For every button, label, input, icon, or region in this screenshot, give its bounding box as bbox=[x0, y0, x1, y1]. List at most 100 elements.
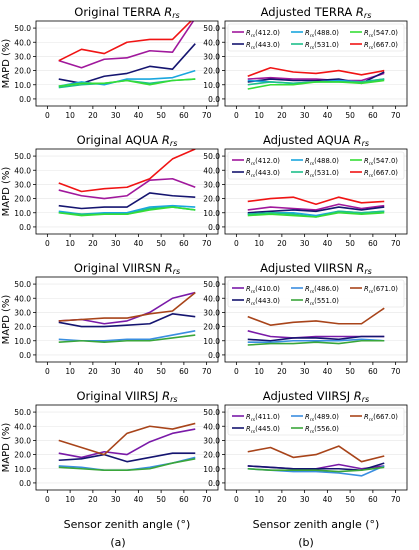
legend: Rrs(412.0) Rrs(488.0) Rrs(547.0) Rrs(443.0)… bbox=[227, 151, 405, 180]
legend-entry: Rrs(531.0) bbox=[305, 169, 339, 179]
x-tick-label: 40 bbox=[323, 367, 333, 376]
x-tick-label: 10 bbox=[65, 111, 75, 120]
x-tick-label: 50 bbox=[345, 495, 355, 504]
x-tick-label: 50 bbox=[156, 495, 166, 504]
x-tick-label: 70 bbox=[202, 367, 212, 376]
x-tick-label: 20 bbox=[88, 111, 98, 120]
x-tick-label: 70 bbox=[202, 111, 212, 120]
x-tick-label: 70 bbox=[391, 495, 401, 504]
series-group bbox=[247, 445, 385, 477]
y-tick-label: 40.0 bbox=[203, 166, 220, 175]
x-tick-label: 20 bbox=[277, 111, 287, 120]
legend-entry: Rrs(445.0) bbox=[246, 425, 280, 435]
x-axis-label-col-2: Sensor zenith angle (°) bbox=[253, 518, 380, 531]
chart-adj-terra: Adjusted TERRA Rrs 0.0 10.0 20.0 30.0 40.0 50.… bbox=[203, 5, 408, 120]
y-tick-label: 50.0 bbox=[203, 280, 220, 289]
series-line bbox=[247, 211, 385, 218]
series-line bbox=[58, 149, 196, 193]
series-line bbox=[247, 466, 385, 473]
x-tick-label: 10 bbox=[65, 367, 75, 376]
y-tick-label: 0.0 bbox=[19, 223, 31, 232]
y-tick-label: 10.0 bbox=[203, 465, 220, 474]
x-tick-label: 70 bbox=[391, 111, 401, 120]
y-tick-label: 30.0 bbox=[203, 436, 220, 445]
series-line bbox=[247, 196, 385, 206]
plot-frame bbox=[35, 276, 219, 363]
x-tick-label: 10 bbox=[254, 495, 264, 504]
chart-orig-viirsn: Original VIIRSN Rrs 0.0 10.0 20.0 30.0 40.0 50… bbox=[14, 261, 219, 376]
legend-entry: Rrs(412.0) bbox=[246, 157, 280, 167]
x-tick-label: 70 bbox=[202, 495, 212, 504]
series-line bbox=[58, 330, 196, 342]
x-tick-label: 30 bbox=[300, 239, 310, 248]
x-tick-label: 40 bbox=[134, 239, 144, 248]
series-line bbox=[58, 69, 196, 87]
x-tick-label: 50 bbox=[345, 239, 355, 248]
chart-title: Adjusted AQUA Rrs bbox=[263, 133, 369, 148]
legend-entry: Rrs(410.0) bbox=[246, 285, 280, 295]
chart-title: Adjusted VIIRSJ Rrs bbox=[263, 389, 369, 404]
series-line bbox=[58, 177, 196, 200]
x-tick-label: 50 bbox=[156, 367, 166, 376]
series-line bbox=[58, 313, 196, 328]
y-tick-label: 40.0 bbox=[14, 166, 31, 175]
series-line bbox=[58, 458, 196, 471]
y-tick-label: 20.0 bbox=[203, 67, 220, 76]
chart-title: Original VIIRSN Rrs bbox=[74, 261, 180, 276]
x-tick-label: 10 bbox=[65, 495, 75, 504]
y-tick-label: 50.0 bbox=[14, 408, 31, 417]
x-tick-label: 30 bbox=[300, 111, 310, 120]
chart-title: Original AQUA Rrs bbox=[77, 133, 178, 148]
y-tick-label: 0.0 bbox=[19, 95, 31, 104]
y-tick-label: 50.0 bbox=[14, 24, 31, 33]
x-tick-label: 0 bbox=[45, 239, 50, 248]
chart-adj-viirsn: Adjusted VIIRSN Rrs 0.0 10.0 20.0 30.0 40.0 50… bbox=[203, 261, 408, 376]
x-tick-label: 70 bbox=[202, 239, 212, 248]
y-tick-label: 50.0 bbox=[203, 408, 220, 417]
x-tick-label: 40 bbox=[323, 495, 333, 504]
y-axis-label-row-2: MAPD (%) bbox=[1, 167, 12, 217]
x-tick-label: 0 bbox=[234, 495, 239, 504]
x-tick-label: 40 bbox=[134, 495, 144, 504]
y-tick-label: 30.0 bbox=[14, 308, 31, 317]
y-tick-label: 20.0 bbox=[203, 323, 220, 332]
x-tick-label: 30 bbox=[111, 239, 121, 248]
legend-entry: Rrs(667.0) bbox=[364, 169, 398, 179]
series-line bbox=[58, 334, 196, 343]
y-tick-label: 0.0 bbox=[208, 223, 220, 232]
y-tick-label: 20.0 bbox=[14, 195, 31, 204]
series-group bbox=[247, 66, 385, 90]
x-tick-label: 20 bbox=[88, 495, 98, 504]
x-tick-label: 0 bbox=[45, 367, 50, 376]
y-tick-label: 50.0 bbox=[14, 152, 31, 161]
legend-box bbox=[227, 279, 405, 308]
y-tick-label: 20.0 bbox=[14, 67, 31, 76]
y-tick-label: 0.0 bbox=[19, 479, 31, 488]
series-line bbox=[58, 206, 196, 217]
chart-title: Original VIIRSJ Rrs bbox=[76, 389, 177, 404]
x-tick-label: 30 bbox=[300, 367, 310, 376]
x-tick-label: 20 bbox=[277, 367, 287, 376]
legend-entry: Rrs(547.0) bbox=[364, 157, 398, 167]
x-tick-label: 40 bbox=[134, 111, 144, 120]
chart-title: Adjusted VIIRSN Rrs bbox=[260, 261, 372, 276]
series-group bbox=[58, 21, 196, 89]
y-axis-label-row-4: MAPD (%) bbox=[1, 423, 12, 473]
legend-entry: Rrs(443.0) bbox=[246, 297, 280, 307]
legend: Rrs(411.0) Rrs(489.0) Rrs(667.0) Rrs(445.0)… bbox=[227, 407, 405, 436]
x-tick-label: 40 bbox=[323, 111, 333, 120]
legend-entry: Rrs(412.0) bbox=[246, 29, 280, 39]
x-tick-label: 60 bbox=[368, 495, 378, 504]
series-line bbox=[247, 79, 385, 90]
y-tick-label: 40.0 bbox=[14, 294, 31, 303]
plot-frame bbox=[35, 20, 219, 107]
legend-entry: Rrs(667.0) bbox=[364, 41, 398, 51]
series-line bbox=[58, 291, 196, 322]
chart-orig-viirsj: Original VIIRSJ Rrs 0.0 10.0 20.0 30.0 40.0 50… bbox=[14, 389, 219, 504]
series-line bbox=[58, 422, 196, 456]
x-tick-label: 20 bbox=[88, 367, 98, 376]
x-tick-label: 50 bbox=[156, 111, 166, 120]
plot-frame bbox=[224, 20, 408, 107]
y-tick-label: 50.0 bbox=[203, 24, 220, 33]
